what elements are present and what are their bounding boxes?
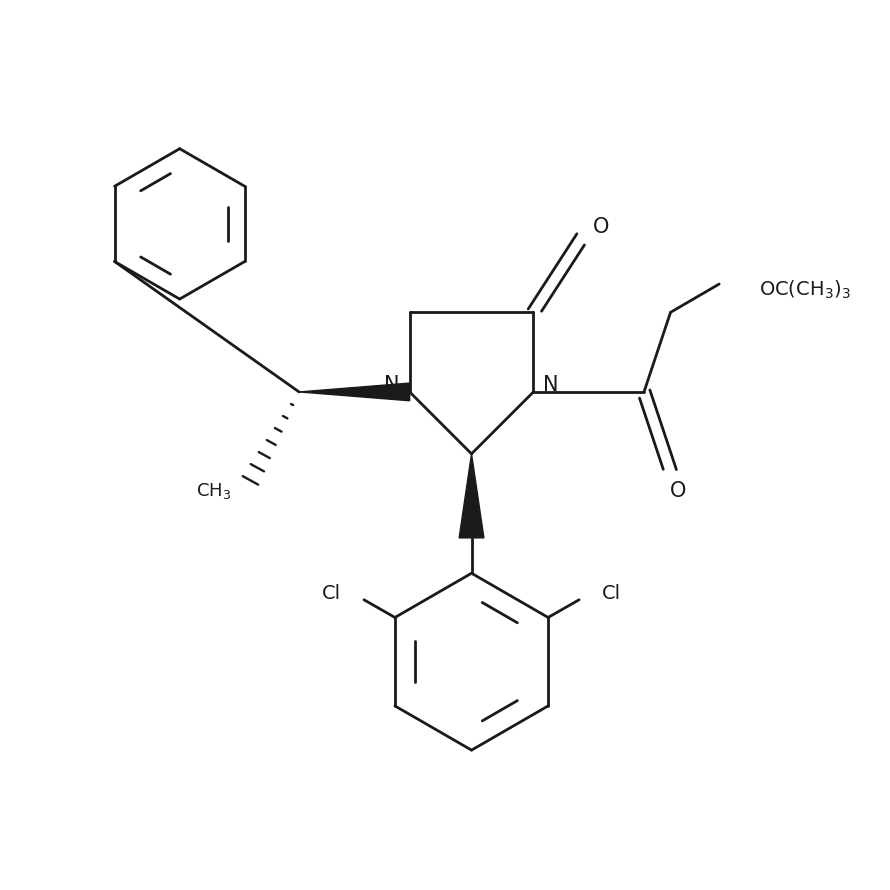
Polygon shape <box>299 383 409 400</box>
Text: N: N <box>384 375 400 395</box>
Text: OC(CH$_3$)$_3$: OC(CH$_3$)$_3$ <box>759 279 851 302</box>
Text: O: O <box>669 481 686 501</box>
Text: N: N <box>544 375 559 395</box>
Text: CH$_3$: CH$_3$ <box>196 481 231 501</box>
Polygon shape <box>459 454 484 538</box>
Text: O: O <box>594 216 610 237</box>
Text: Cl: Cl <box>603 584 621 603</box>
Text: Cl: Cl <box>321 584 341 603</box>
